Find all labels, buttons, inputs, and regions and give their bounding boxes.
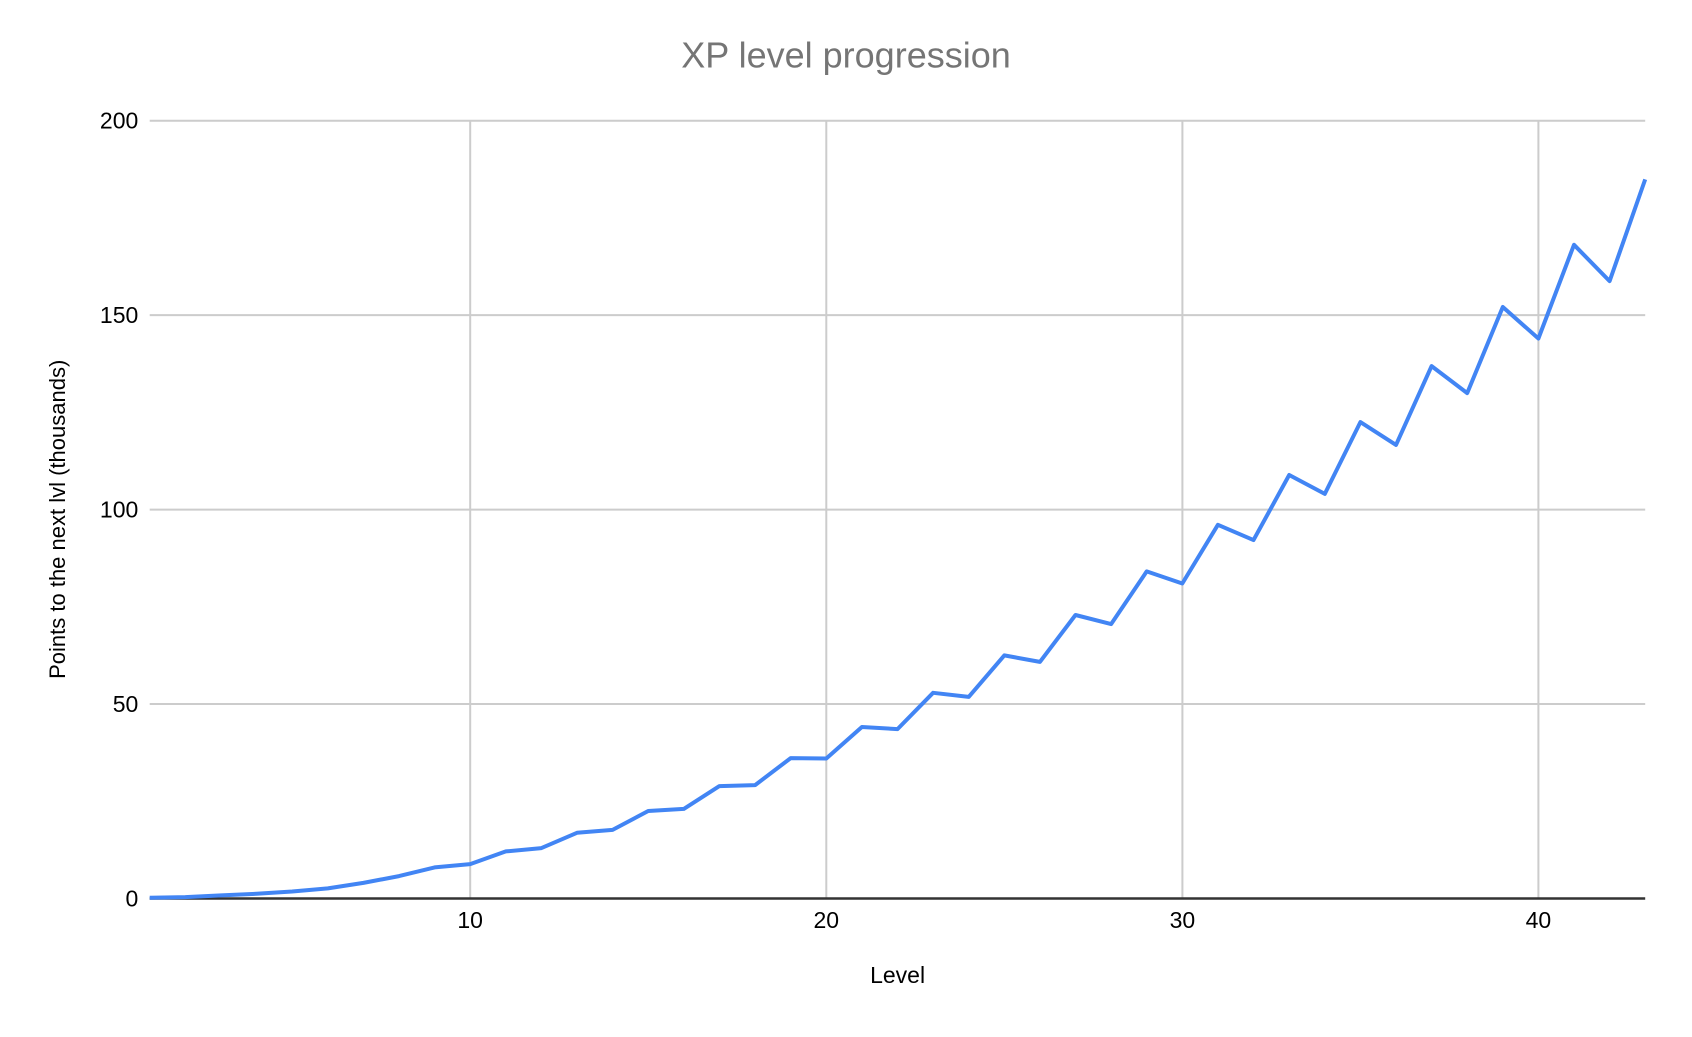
svg-text:150: 150 [100,302,138,328]
svg-text:0: 0 [126,885,139,911]
svg-text:200: 200 [100,108,138,134]
svg-text:10: 10 [457,907,483,933]
svg-text:40: 40 [1526,907,1552,933]
svg-text:Level: Level [870,962,925,988]
svg-text:20: 20 [814,907,840,933]
svg-text:Points to the next lvl (thousa: Points to the next lvl (thousands) [45,360,70,679]
svg-text:50: 50 [113,691,139,717]
svg-text:XP level progression: XP level progression [681,35,1011,76]
svg-text:100: 100 [100,497,138,523]
svg-text:30: 30 [1170,907,1196,933]
